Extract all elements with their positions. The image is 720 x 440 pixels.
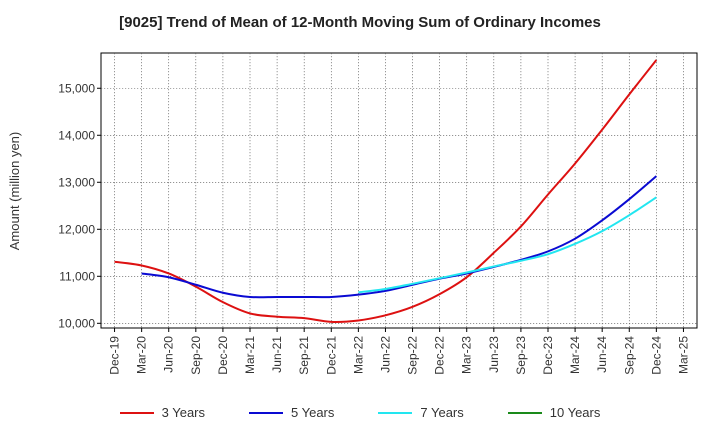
x-tick-label: Mar-24 [568, 336, 582, 374]
x-tick-label: Dec-22 [433, 336, 447, 375]
x-tick-label: Mar-21 [243, 336, 257, 374]
x-tick-label: Dec-20 [216, 336, 230, 375]
x-tick-label: Dec-24 [649, 336, 663, 375]
legend-label: 3 Years [161, 405, 205, 420]
y-tick-label: 12,000 [58, 222, 95, 236]
legend-label: 10 Years [549, 405, 601, 420]
x-tick-label: Jun-22 [378, 336, 392, 373]
legend-item-7-years: 7 Years [378, 405, 464, 420]
chart-title: [9025] Trend of Mean of 12-Month Moving … [119, 14, 601, 31]
x-tick-label: Sep-23 [514, 336, 528, 375]
legend-item-5-years: 5 Years [249, 405, 334, 420]
x-tick-label: Sep-22 [406, 336, 420, 375]
y-axis-label: Amount (million yen) [7, 132, 22, 251]
x-tick-label: Dec-23 [541, 336, 555, 375]
x-tick-label: Mar-23 [460, 336, 474, 374]
x-tick-label: Mar-22 [351, 336, 365, 374]
x-tick-label: Jun-24 [595, 336, 609, 373]
legend-label: 5 Years [291, 405, 335, 420]
legend-item-10-years: 10 Years [507, 405, 601, 420]
x-tick-label: Dec-19 [108, 336, 122, 375]
y-tick-label: 10,000 [58, 316, 95, 330]
grid-lines [101, 53, 697, 328]
legend-label: 7 Years [420, 405, 464, 420]
y-tick-label: 15,000 [58, 81, 95, 95]
x-tick-label: Mar-20 [135, 336, 149, 374]
y-tick-label: 13,000 [58, 175, 95, 189]
x-tick-label: Sep-21 [297, 336, 311, 375]
series-line-7-years [358, 196, 657, 294]
x-tick-label: Sep-24 [622, 336, 636, 375]
x-tick-label: Jun-20 [162, 336, 176, 373]
axis-ticks: 10,000 11,000 12,000 13,000 14,000 15,000 Dec-… [58, 81, 690, 374]
legend-swatch [249, 411, 283, 414]
series-lines [114, 59, 658, 323]
y-tick-label: 14,000 [58, 128, 95, 142]
x-tick-label: Mar-25 [676, 336, 690, 374]
series-line-5-years [141, 175, 658, 299]
legend: 3 Years 5 Years 7 Years 10 Years [0, 405, 720, 420]
x-tick-label: Jun-23 [487, 336, 501, 373]
legend-swatch [507, 411, 542, 414]
y-tick-label: 11,000 [59, 269, 95, 283]
x-tick-label: Jun-21 [270, 336, 284, 373]
legend-swatch [119, 411, 154, 414]
legend-swatch [378, 411, 413, 414]
legend-item-3-years: 3 Years [119, 405, 205, 420]
x-tick-label: Sep-20 [189, 336, 203, 375]
series-line-3-years [114, 59, 658, 323]
x-tick-label: Dec-21 [324, 336, 338, 375]
plot-area [100, 52, 698, 329]
